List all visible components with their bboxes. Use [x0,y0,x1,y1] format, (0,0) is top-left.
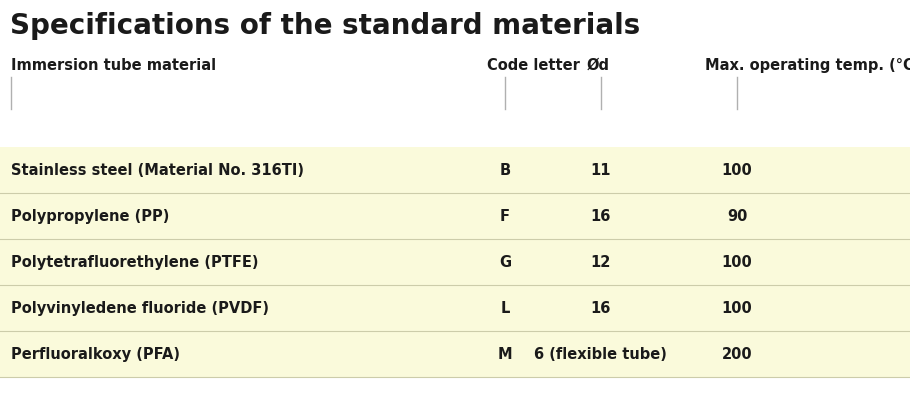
Text: 100: 100 [722,163,753,178]
Text: 90: 90 [727,209,747,224]
Text: 12: 12 [591,255,611,270]
Text: 100: 100 [722,255,753,270]
Text: 200: 200 [722,347,753,362]
Text: Perfluoralkoxy (PFA): Perfluoralkoxy (PFA) [11,347,180,362]
Text: Immersion tube material: Immersion tube material [11,58,216,73]
Text: Polypropylene (PP): Polypropylene (PP) [11,209,169,224]
Text: Specifications of the standard materials: Specifications of the standard materials [10,12,641,40]
Text: 6 (flexible tube): 6 (flexible tube) [534,347,667,362]
Text: F: F [501,209,510,224]
Text: Max. operating temp. (°C): Max. operating temp. (°C) [705,58,910,73]
Text: B: B [500,163,511,178]
Text: Polytetrafluorethylene (PTFE): Polytetrafluorethylene (PTFE) [11,255,258,270]
Text: Stainless steel (Material No. 316TI): Stainless steel (Material No. 316TI) [11,163,304,178]
Text: 11: 11 [591,163,611,178]
Text: M: M [498,347,512,362]
Text: 16: 16 [591,301,611,316]
Text: Code letter: Code letter [487,58,580,73]
Text: G: G [499,255,511,270]
Text: L: L [501,301,510,316]
Text: 100: 100 [722,301,753,316]
Text: Ød: Ød [587,58,610,73]
Text: 16: 16 [591,209,611,224]
Text: Polyvinyledene fluoride (PVDF): Polyvinyledene fluoride (PVDF) [11,301,269,316]
FancyBboxPatch shape [0,148,910,377]
